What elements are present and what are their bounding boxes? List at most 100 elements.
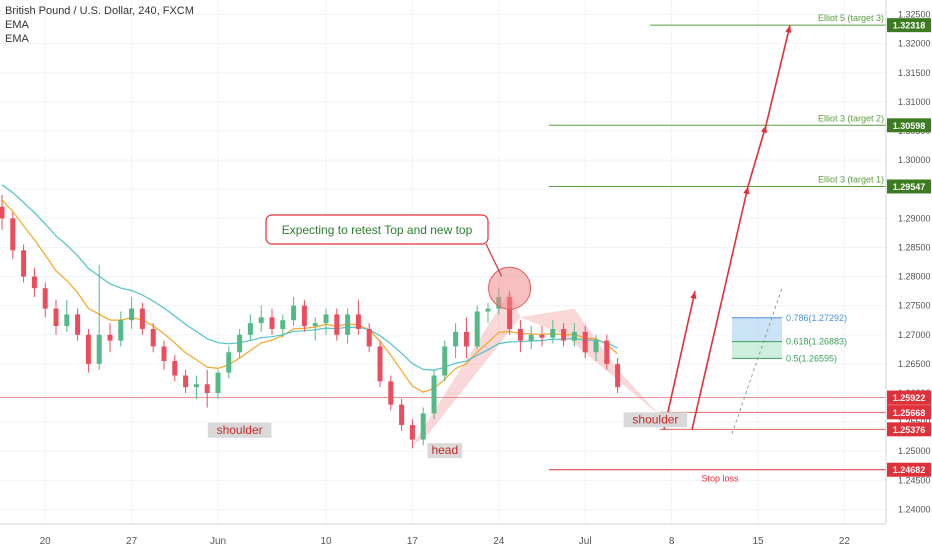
candle-body [226, 352, 232, 373]
price-tick-label: 1.28000 [898, 272, 931, 282]
price-badge [887, 390, 931, 405]
candle-body [323, 314, 329, 324]
chart-legend: British Pound / U.S. Dollar, 240, FXCM E… [5, 4, 194, 46]
candle-body [355, 314, 361, 329]
candle-body [593, 340, 599, 353]
candle-body [550, 328, 556, 338]
candle-body [247, 323, 253, 335]
candle-body [21, 250, 27, 277]
target-price-badge-text: 1.30598 [893, 121, 926, 131]
candle-body [539, 334, 545, 338]
candle-body [388, 381, 394, 405]
projection-arrow-target2 [747, 125, 767, 187]
target-price-badge-text: 1.32318 [893, 21, 926, 31]
candle-body [129, 308, 135, 321]
fib-zone-lower [732, 341, 782, 359]
target-line-label: Elliot 5 (target 3) [818, 13, 884, 23]
price-tick-label: 1.32500 [898, 10, 931, 20]
price-tick-label: 1.30000 [898, 155, 931, 165]
candle-body [474, 311, 480, 347]
ema-slow-line [1, 184, 618, 371]
ema-fast-line [1, 199, 618, 393]
shoulder-label-right: shoulder [632, 412, 678, 426]
candle-body [139, 308, 145, 329]
time-tick-label: Jul [579, 536, 592, 547]
candle-body [0, 206, 5, 219]
candle-body [10, 218, 16, 251]
head-label: head [431, 443, 458, 457]
shoulder-label-right-bg [623, 412, 688, 428]
price-tick-label: 1.28500 [898, 242, 931, 252]
candle-body [53, 308, 59, 327]
candle-body [258, 317, 264, 324]
candle-body [604, 340, 610, 364]
candle-body [193, 384, 199, 388]
callout-pointer [485, 243, 503, 277]
time-tick-label: 22 [839, 536, 851, 547]
candle-body [107, 334, 113, 341]
price-badge-text: 1.25376 [893, 425, 926, 435]
candle-body [431, 375, 437, 414]
candle-body [528, 334, 534, 341]
candle-body [399, 404, 405, 426]
stop-loss-label: Stop loss [701, 474, 739, 484]
price-tick-label: 1.29000 [898, 213, 931, 223]
price-badge-text: 1.25668 [893, 408, 926, 418]
candle-body [312, 323, 318, 327]
callout-text: Expecting to retest Top and new top [282, 223, 473, 237]
candle-body [507, 296, 513, 329]
pattern-right-wing [412, 291, 521, 446]
price-tick-label: 1.27000 [898, 330, 931, 340]
candle-body [334, 314, 340, 335]
candle-body [301, 305, 307, 327]
pattern-shoulder-wing [520, 308, 661, 417]
fib-level-label: 0.5(1.26595) [786, 353, 837, 363]
candle-body [582, 331, 588, 353]
target-price-badge [887, 18, 931, 33]
price-badge-text: 1.25922 [893, 393, 926, 403]
candle-body [517, 328, 523, 341]
candle-body [366, 328, 372, 347]
projection-arrow-target2-head [760, 125, 767, 134]
price-tick-label: 1.24500 [898, 475, 931, 485]
price-tick-label: 1.24000 [898, 504, 931, 514]
pattern-labels: shoulder head shoulder [207, 412, 688, 459]
candles [0, 195, 621, 449]
projection-arrow-target1-head [743, 186, 750, 195]
time-tick-label: Jun [210, 536, 226, 547]
candle-body [442, 346, 448, 376]
legend-ema-1: EMA [5, 19, 29, 31]
projection-arrow-target3-head [785, 25, 792, 34]
target-price-badge-text: 1.29547 [893, 182, 926, 192]
target-line-label: Elliot 3 (target 2) [818, 113, 884, 123]
chart-title: British Pound / U.S. Dollar, 240, FXCM [5, 5, 194, 17]
candle-body [85, 334, 91, 364]
price-tick-label: 1.31000 [898, 97, 931, 107]
candle-body [269, 317, 275, 329]
stop-loss-badge [887, 462, 931, 477]
time-tick-label: 17 [407, 536, 419, 547]
candle-body [237, 334, 243, 353]
candle-body [485, 308, 491, 312]
horizontal-levels: Elliot 5 (target 3) Elliot 3 (target 2) El… [0, 13, 886, 484]
candle-body [75, 314, 81, 335]
time-tick-label: 27 [126, 536, 138, 547]
legend-ema-2: EMA [5, 33, 29, 45]
time-axis: 20 27 Jun 10 17 24 Jul 8 15 22 [0, 523, 886, 547]
shoulder-label-left-bg [207, 422, 272, 438]
price-tick-label: 1.25000 [898, 446, 931, 456]
candle-body [561, 328, 567, 341]
candle-body [118, 320, 124, 341]
price-tick-label: 1.32000 [898, 39, 931, 49]
candle-body [183, 375, 189, 388]
time-tick-label: 20 [40, 536, 52, 547]
target-price-badge [887, 118, 931, 133]
ema-lines [1, 184, 618, 393]
time-tick-label: 15 [752, 536, 764, 547]
time-tick-label: 24 [493, 536, 505, 547]
candle-body [64, 314, 70, 327]
target-price-badge [887, 179, 931, 194]
